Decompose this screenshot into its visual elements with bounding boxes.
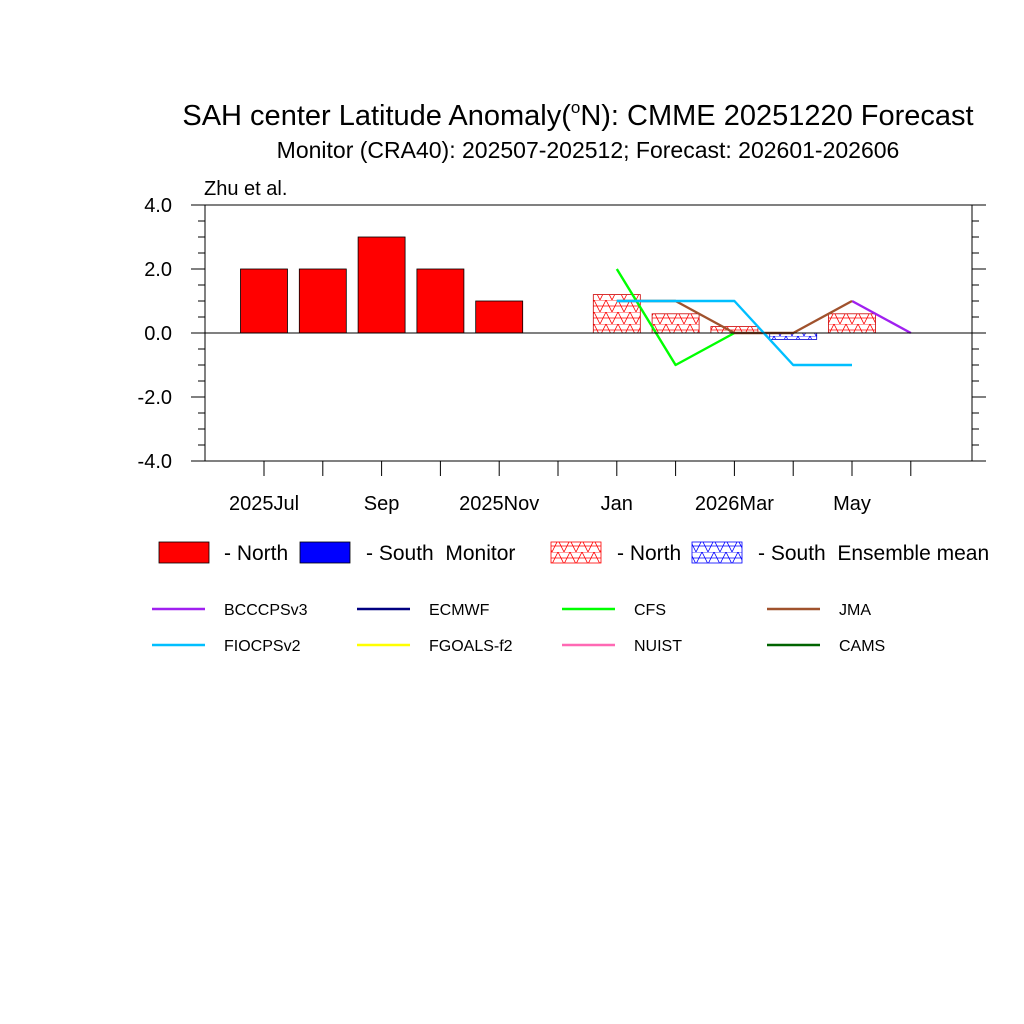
x-tick-label: Sep (364, 493, 400, 515)
legend-label-ecmwf: ECMWF (429, 602, 490, 619)
series-line-bcccpsv3 (851, 299, 912, 335)
legend-ensemble-south-swatch (691, 541, 743, 564)
legend-label-bcccpsv3: BCCCPSv3 (224, 602, 308, 619)
monitor-bar (357, 236, 406, 334)
monitor-bar (475, 300, 524, 334)
chart-subtitle: Monitor (CRA40): 202507-202512; Forecast… (277, 137, 900, 163)
author-annotation: Zhu et al. (204, 178, 287, 200)
x-tick-label: 2026Mar (695, 493, 774, 515)
legend-ensemble-north-swatch (550, 541, 602, 564)
legend-label-jma: JMA (839, 602, 871, 619)
chart-title: SAH center Latitude Anomaly(oN): CMME 20… (182, 98, 973, 132)
monitor-bar (240, 268, 288, 334)
x-tick-label: May (833, 493, 871, 515)
monitor-bar (416, 268, 465, 334)
y-tick-label: -4.0 (138, 451, 172, 473)
monitor-bar (298, 268, 347, 334)
y-axis-tick-labels: 4.0 2.0 0.0 -2.0 -4.0 (138, 195, 172, 473)
y-tick-label: -2.0 (138, 387, 172, 409)
legend-label-cams: CAMS (839, 638, 885, 655)
ensemble-mean-bar (828, 313, 876, 334)
legend-label-fgoals-f2: FGOALS-f2 (429, 638, 513, 655)
y-tick-label: 4.0 (144, 195, 172, 217)
ensemble-mean-bar (651, 313, 700, 334)
legend-ensemble-south-label: - South Ensemble mean (758, 542, 989, 565)
legend-label-fiocpsv2: FIOCPSv2 (224, 638, 301, 655)
x-axis-tick-labels: 2025Jul Sep 2025Nov Jan 2026Mar May (229, 493, 871, 515)
legend-label-cfs: CFS (634, 602, 666, 619)
x-tick-label: Jan (601, 493, 633, 515)
legend-monitor-north-swatch (158, 541, 210, 564)
legend-models: BCCCPSv3 ECMWF CFS JMA FIOCPSv2 FGOALS-f2 NUIS… (152, 602, 885, 655)
legend-monitor-south-label: - South Monitor (366, 542, 515, 565)
legend-label-nuist: NUIST (634, 638, 682, 655)
legend-monitor-north-label: - North (224, 542, 288, 565)
legend-top: - North - South Monitor - North - South … (158, 541, 989, 565)
y-tick-label: 2.0 (144, 259, 172, 281)
plot-axes (191, 204, 986, 476)
y-tick-label: 0.0 (144, 323, 172, 345)
monitor-bars (240, 236, 524, 334)
x-tick-label: 2025Jul (229, 493, 299, 515)
legend-ensemble-north-label: - North (617, 542, 681, 565)
series-line-fiocpsv2 (616, 299, 852, 367)
legend-monitor-south-swatch (299, 541, 351, 564)
x-tick-label: 2025Nov (459, 493, 539, 515)
